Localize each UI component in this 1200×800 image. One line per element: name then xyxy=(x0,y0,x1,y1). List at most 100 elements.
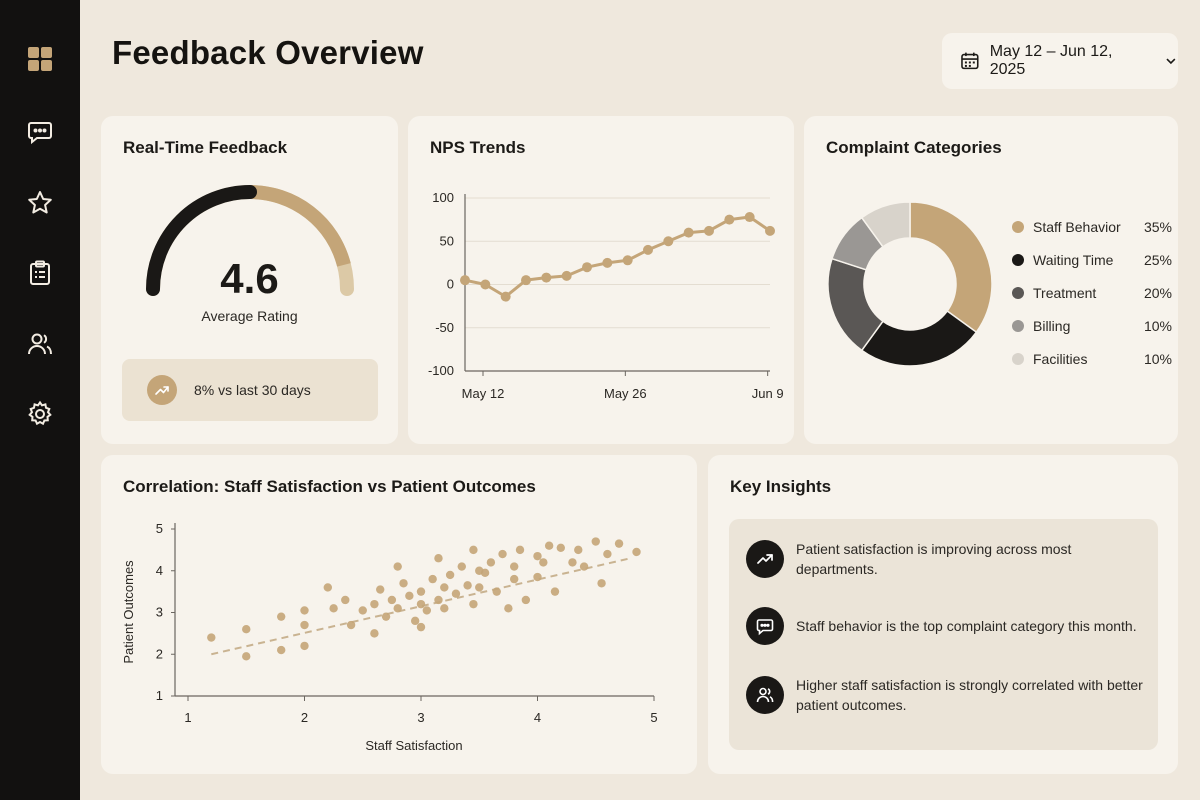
scatter-point xyxy=(323,583,332,592)
nps-x-tick-label: May 26 xyxy=(604,386,647,401)
scatter-point xyxy=(341,595,350,605)
nps-data-point xyxy=(765,225,775,236)
nps-data-point xyxy=(602,257,613,268)
scatter-point xyxy=(533,572,542,582)
scatter-y-tick-label: 5 xyxy=(156,521,163,536)
legend-item: Staff Behavior 35% xyxy=(1012,210,1172,243)
scatter-point xyxy=(480,568,490,578)
insight-text: Staff behavior is the top complaint cate… xyxy=(796,618,1137,634)
nps-x-tick-label: May 12 xyxy=(462,386,505,401)
users-icon[interactable] xyxy=(24,328,56,360)
nps-data-point xyxy=(744,212,755,223)
date-range-picker[interactable]: May 12 – Jun 12, 2025 xyxy=(942,33,1178,89)
insight-item: Higher staff satisfaction is strongly co… xyxy=(746,675,1156,715)
gear-icon[interactable] xyxy=(24,398,56,430)
correlation-title: Correlation: Staff Satisfaction vs Patie… xyxy=(123,477,536,496)
scatter-point xyxy=(422,606,432,615)
chat-icon xyxy=(746,607,784,645)
scatter-point xyxy=(416,622,426,632)
legend-value: 35% xyxy=(1143,218,1172,235)
legend-value: 10% xyxy=(1143,350,1172,367)
trending-up-icon xyxy=(746,540,784,578)
scatter-y-tick-label: 3 xyxy=(156,605,163,620)
scatter-point xyxy=(358,606,367,615)
scatter-x-tick-label: 5 xyxy=(650,710,657,725)
scatter-y-axis-title: Patient Outcomes xyxy=(121,560,136,664)
nps-data-point xyxy=(480,279,491,290)
scatter-point xyxy=(579,562,589,571)
legend-label: Waiting Time xyxy=(1033,251,1114,268)
nps-series-line xyxy=(464,215,771,299)
sidebar xyxy=(0,0,80,800)
scatter-point xyxy=(376,585,385,594)
scatter-point xyxy=(498,549,507,559)
insight-text: Patient satisfaction is improving across… xyxy=(796,541,1072,577)
nps-trends-title: NPS Trends xyxy=(430,138,526,157)
nps-data-point xyxy=(704,225,714,236)
nps-y-tick-label: 0 xyxy=(447,277,454,292)
scatter-point xyxy=(451,589,461,598)
nps-data-point xyxy=(500,291,511,302)
scatter-point xyxy=(434,595,443,605)
scatter-point xyxy=(242,652,251,661)
trend-text: 8% vs last 30 days xyxy=(194,382,311,398)
scatter-x-tick-label: 4 xyxy=(534,710,541,725)
scatter-point xyxy=(614,539,624,548)
legend-swatch xyxy=(1012,286,1024,299)
grid-icon[interactable] xyxy=(24,43,56,75)
scatter-point xyxy=(574,545,583,555)
date-range-label: May 12 – Jun 12, 2025 xyxy=(989,43,1113,78)
scatter-point xyxy=(399,579,408,588)
scatter-point xyxy=(539,558,548,567)
scatter-point xyxy=(597,579,606,588)
nps-data-point xyxy=(643,244,653,255)
scatter-x-tick-label: 3 xyxy=(417,710,424,725)
scatter-point xyxy=(486,558,496,567)
legend-label: Treatment xyxy=(1033,284,1097,301)
trend-summary: 8% vs last 30 days xyxy=(122,359,378,421)
scatter-point xyxy=(405,591,414,600)
scatter-point xyxy=(515,545,525,555)
scatter-point xyxy=(428,574,437,584)
legend-value: 20% xyxy=(1143,284,1172,301)
average-rating-value: 4.6 xyxy=(220,255,279,302)
nps-data-point xyxy=(663,236,674,247)
donut-slice xyxy=(860,201,911,248)
insights-list: Patient satisfaction is improving across… xyxy=(729,519,1158,750)
scatter-y-tick-label: 2 xyxy=(156,646,163,661)
legend-swatch xyxy=(1012,319,1024,332)
nps-line-chart: 100 50 0 -50 -100 May 12 May 26 Jun 9 xyxy=(428,190,784,401)
scatter-point xyxy=(440,604,449,613)
scatter-point xyxy=(277,645,286,655)
key-insights-title: Key Insights xyxy=(730,477,832,496)
scatter-point xyxy=(370,629,379,638)
nps-y-tick-label: -50 xyxy=(435,320,454,335)
scatter-point xyxy=(242,625,251,634)
legend-swatch xyxy=(1012,220,1024,233)
star-icon[interactable] xyxy=(24,187,56,219)
scatter-point xyxy=(469,599,478,609)
legend-value: 10% xyxy=(1143,317,1172,334)
gauge-fill-gold xyxy=(249,185,351,267)
nps-data-point xyxy=(724,214,735,225)
scatter-point xyxy=(416,587,426,596)
average-rating-label: Average Rating xyxy=(201,308,298,324)
legend-label: Facilities xyxy=(1033,350,1088,367)
nps-y-tick-label: -100 xyxy=(428,363,454,378)
rating-gauge xyxy=(146,185,354,296)
chat-icon[interactable] xyxy=(24,116,56,148)
scatter-point xyxy=(387,595,397,605)
nps-data-point xyxy=(460,275,470,286)
clipboard-icon[interactable] xyxy=(24,257,56,289)
nps-data-point xyxy=(541,272,552,283)
correlation-scatter-chart: 1 2 3 4 5 1 2 3 4 5 Staff Satisfaction Patient Outc… xyxy=(121,521,658,753)
complaint-categories-card: Complaint Categories Staff Behavior 35% Wa… xyxy=(804,116,1178,444)
correlation-card: Correlation: Staff Satisfaction vs Patie… xyxy=(101,455,697,774)
donut-slice xyxy=(909,201,993,334)
legend-item: Treatment 20% xyxy=(1012,276,1172,309)
scatter-point xyxy=(632,547,641,557)
nps-y-tick-label: 50 xyxy=(440,233,454,248)
scatter-point xyxy=(207,633,216,642)
key-insights-card: Key Insights Patient satisfaction is imp… xyxy=(708,455,1178,774)
scatter-point xyxy=(603,549,612,559)
